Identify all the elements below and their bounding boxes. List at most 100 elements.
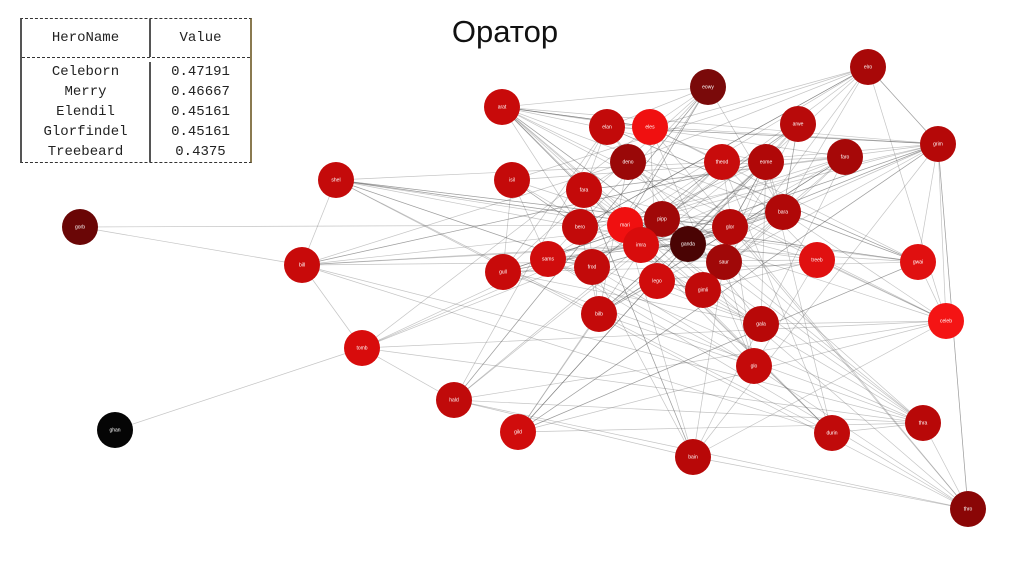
edge — [517, 261, 919, 433]
edge — [627, 161, 924, 424]
node: deno — [610, 144, 646, 180]
edge — [517, 422, 924, 433]
edge — [502, 271, 762, 325]
node: tomb — [344, 330, 380, 366]
edge — [606, 126, 919, 263]
edge — [501, 106, 939, 145]
node: eles — [632, 109, 668, 145]
node-circle — [712, 209, 748, 245]
node-circle — [574, 249, 610, 285]
table-cell: Celeborn — [22, 62, 151, 82]
edge — [79, 226, 303, 266]
node: grim — [920, 126, 956, 162]
edge — [501, 106, 846, 158]
node-circle — [950, 491, 986, 527]
edge — [453, 244, 642, 401]
edge — [502, 271, 924, 424]
edge — [361, 126, 651, 349]
slide-title: Оратор — [451, 14, 559, 49]
edge — [583, 189, 694, 458]
node: shel — [318, 162, 354, 198]
node: bilb — [581, 296, 617, 332]
edge — [501, 106, 919, 263]
node-label: pipp — [657, 216, 667, 222]
edge — [502, 244, 642, 273]
edge — [627, 161, 947, 322]
node: glo — [736, 348, 772, 384]
edge — [453, 399, 924, 424]
edge — [723, 143, 939, 263]
node-circle — [436, 382, 472, 418]
edge — [335, 179, 663, 220]
node-circle — [780, 106, 816, 142]
node-circle — [814, 415, 850, 451]
node-circle — [581, 296, 617, 332]
edge — [753, 365, 969, 510]
table-row: Merry 0.46667 — [22, 82, 250, 102]
edge — [547, 258, 969, 510]
edge — [301, 161, 767, 266]
node-label: eowy — [702, 84, 714, 90]
edge — [335, 179, 969, 510]
node-circle — [530, 241, 566, 277]
edge — [760, 161, 767, 325]
edge — [692, 323, 762, 458]
node-circle — [644, 201, 680, 237]
edge — [79, 224, 626, 228]
node: gala — [743, 306, 779, 342]
edge — [723, 66, 869, 263]
node-label: faro — [841, 154, 850, 160]
node: bain — [675, 439, 711, 475]
node-label: glor — [726, 224, 735, 230]
node-circle — [928, 303, 964, 339]
node-circle — [850, 49, 886, 85]
edge — [661, 66, 869, 220]
edge — [702, 259, 818, 291]
node: sams — [530, 241, 566, 277]
node: thro — [950, 491, 986, 527]
node: ghan — [97, 412, 133, 448]
edge — [692, 143, 939, 458]
node-circle — [685, 272, 721, 308]
node: ganda — [670, 226, 706, 262]
edge — [517, 143, 939, 433]
edge — [501, 106, 651, 128]
edge — [501, 86, 709, 108]
edge — [721, 161, 833, 434]
edge — [917, 143, 939, 263]
edge — [624, 224, 833, 434]
edge — [723, 261, 924, 424]
edge — [591, 266, 694, 458]
node: bero — [562, 209, 598, 245]
node-circle — [736, 348, 772, 384]
edge — [361, 320, 947, 349]
table-cell: 0.47191 — [171, 64, 230, 80]
edge — [361, 347, 924, 424]
node-label: celeb — [940, 318, 952, 324]
edge — [782, 66, 869, 213]
edge — [624, 161, 723, 226]
node-circle — [690, 69, 726, 105]
node-label: gild — [514, 429, 522, 435]
node-label: eles — [645, 124, 655, 130]
edge — [501, 106, 581, 228]
edge — [782, 143, 939, 213]
node: pipp — [644, 201, 680, 237]
node-label: gimli — [698, 287, 708, 293]
node: faro — [827, 139, 863, 175]
edge — [782, 211, 919, 263]
node-label: gala — [756, 321, 766, 327]
edge — [579, 143, 939, 228]
edge — [501, 106, 704, 291]
edge — [547, 243, 689, 260]
node-circle — [704, 144, 740, 180]
table-cell: Merry — [22, 82, 151, 102]
node-label: arat — [498, 104, 507, 110]
edge — [335, 161, 723, 181]
node-circle — [284, 247, 320, 283]
node-circle — [905, 405, 941, 441]
node: treeb — [799, 242, 835, 278]
node-label: glo — [751, 363, 758, 369]
edge — [760, 320, 947, 325]
